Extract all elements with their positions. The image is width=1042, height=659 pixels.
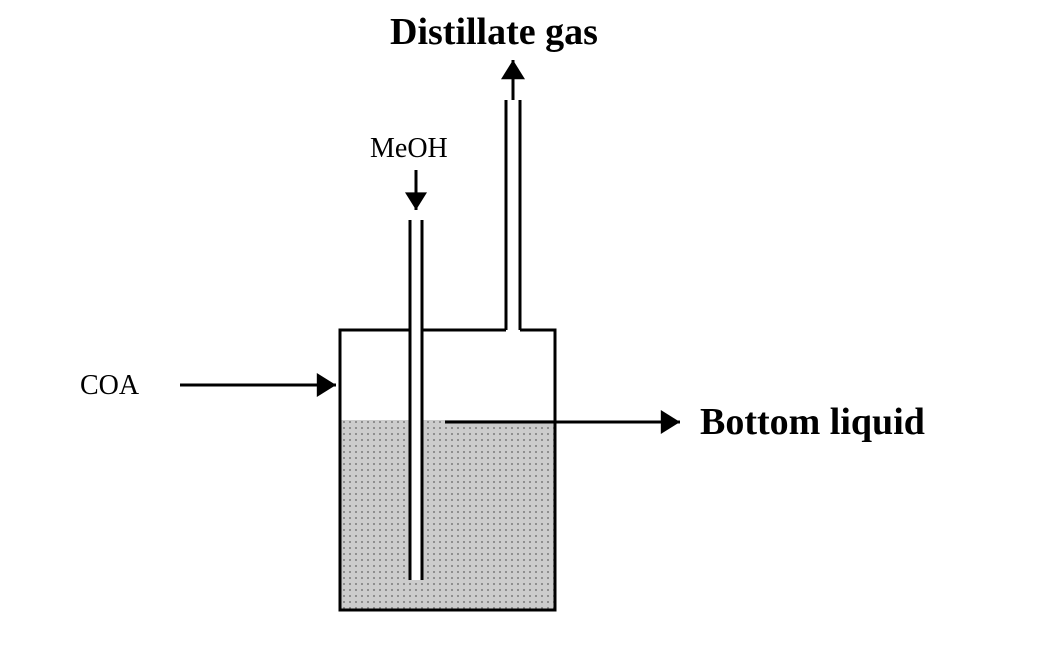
diagram-svg — [0, 0, 1042, 659]
arrow-coa-in-head — [317, 373, 336, 397]
arrow-distillate-up-head — [501, 60, 525, 79]
vessel-liquid — [342, 420, 554, 609]
diagram-stage: Distillate gas MeOH COA Bottom liquid — [0, 0, 1042, 659]
arrow-bottom-out-head — [661, 410, 680, 434]
arrow-meoh-down-head — [405, 192, 427, 210]
